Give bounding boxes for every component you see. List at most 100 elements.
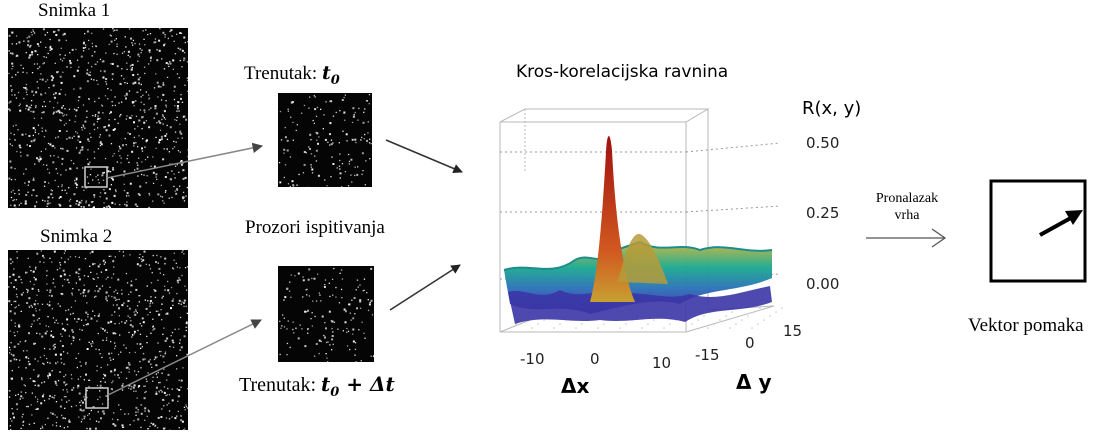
particle [9, 330, 11, 332]
particle [34, 129, 37, 131]
particle [161, 408, 163, 410]
particle [183, 36, 186, 39]
particle [134, 128, 136, 130]
particle [129, 324, 132, 326]
particle [46, 330, 48, 332]
particle [127, 132, 129, 134]
particle [32, 179, 35, 181]
particle [82, 50, 85, 52]
particle [160, 195, 162, 197]
particle [124, 82, 126, 84]
particle [50, 412, 52, 414]
particle [48, 295, 51, 297]
particle [12, 189, 14, 192]
particle [55, 422, 58, 424]
particle [143, 38, 145, 40]
particle [102, 112, 104, 114]
particle [103, 126, 106, 129]
particle [279, 320, 281, 322]
particle [82, 167, 84, 169]
particle [322, 128, 324, 130]
particle [41, 78, 44, 81]
particle [34, 358, 36, 360]
particle [35, 195, 37, 197]
particle [33, 283, 35, 286]
particle [167, 37, 169, 40]
particle [129, 317, 131, 319]
particle [48, 304, 51, 307]
particle [343, 111, 346, 114]
particle [65, 169, 67, 171]
particle [326, 357, 328, 359]
particle [88, 98, 90, 101]
particle [91, 207, 94, 208]
particle [92, 201, 94, 203]
particle [163, 274, 165, 276]
particle [44, 34, 46, 36]
particle [178, 171, 180, 173]
particle [40, 150, 42, 153]
particle [52, 278, 55, 280]
particle [181, 301, 183, 303]
particle [289, 185, 291, 187]
particle [131, 386, 133, 388]
particle [57, 303, 59, 305]
particle [116, 292, 119, 294]
particle [155, 41, 157, 43]
particle [157, 371, 159, 374]
particle [174, 53, 177, 55]
particle [25, 91, 27, 93]
particle [104, 126, 106, 128]
particle [79, 361, 81, 363]
particle [373, 355, 374, 358]
particle [58, 39, 61, 42]
particle [27, 289, 29, 292]
particle [302, 296, 304, 298]
particle [50, 294, 53, 297]
particle [94, 427, 97, 430]
particle [35, 201, 38, 203]
particle [85, 363, 87, 365]
particle [143, 66, 146, 68]
particle [286, 342, 289, 345]
particle [35, 300, 37, 302]
particle [38, 161, 40, 163]
particle [327, 361, 329, 362]
particle [133, 136, 135, 139]
particle [28, 306, 31, 308]
particle [107, 98, 109, 100]
particle [152, 329, 154, 331]
particle [124, 321, 127, 324]
particle [182, 169, 185, 172]
particle [25, 88, 28, 91]
particle [40, 41, 42, 43]
particle [61, 60, 64, 62]
particle [165, 394, 167, 397]
particle [296, 124, 298, 126]
particle [96, 285, 98, 287]
frame-1-label: Snimka 1 [38, 0, 111, 21]
particle [114, 342, 116, 344]
particle [63, 396, 66, 398]
particle [21, 377, 23, 379]
particle [110, 388, 113, 390]
particle [36, 157, 38, 160]
floor-dot [775, 311, 777, 313]
particle [184, 84, 186, 86]
floor-dot [747, 315, 749, 317]
particle [110, 143, 113, 145]
particle [70, 66, 72, 69]
particle [138, 119, 141, 122]
particle [132, 82, 135, 85]
particle [149, 300, 152, 302]
particle [35, 408, 37, 410]
particle [111, 101, 113, 103]
particle [118, 322, 120, 325]
particle [53, 111, 55, 114]
particle [22, 67, 24, 69]
particle [90, 343, 92, 345]
particle [358, 329, 360, 331]
floor-dot [707, 327, 709, 329]
particle [76, 69, 79, 72]
particle [101, 285, 104, 287]
